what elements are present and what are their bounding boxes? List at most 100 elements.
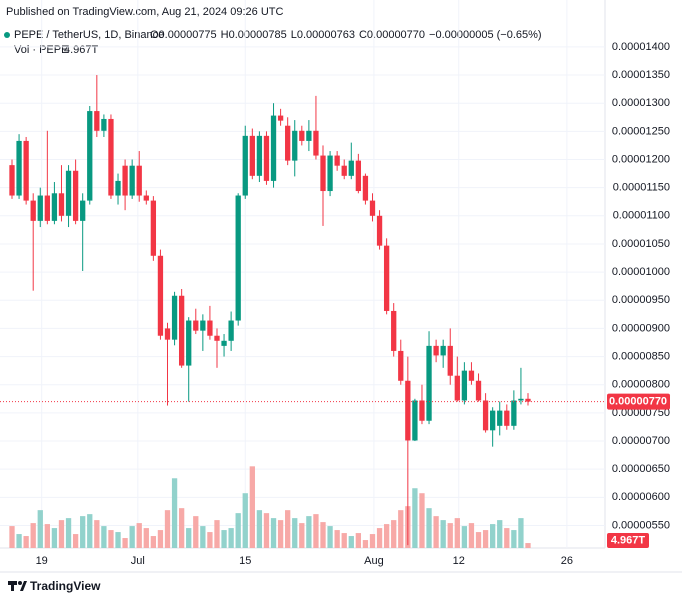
candle-body <box>235 195 241 321</box>
volume-bar <box>256 510 263 548</box>
candle-body <box>263 135 270 181</box>
volume-bar <box>440 520 446 548</box>
x-tick-label: 19 <box>36 555 48 567</box>
volume-bar <box>292 518 298 548</box>
candle-body <box>270 115 277 181</box>
y-tick-label: 0.00000900 <box>612 322 670 334</box>
volume-bar <box>207 532 213 548</box>
volume-bar <box>285 510 291 548</box>
candle-body <box>87 111 93 201</box>
volume-bar <box>136 523 142 548</box>
y-tick-label: 0.00001350 <box>612 69 670 81</box>
volume-bar <box>518 518 524 548</box>
last-price-label: 0.00000770 <box>609 396 667 408</box>
candle-body <box>440 345 446 356</box>
volume-bar <box>115 532 121 548</box>
volume-bar <box>143 528 149 548</box>
volume-bar <box>37 510 43 548</box>
y-tick-label: 0.00001200 <box>612 153 670 165</box>
candle-body <box>94 111 100 131</box>
volume-bar <box>23 536 29 548</box>
candle-body <box>150 200 157 256</box>
volume-bar <box>504 528 510 548</box>
candle-body <box>37 195 43 221</box>
volume-bar <box>341 533 347 548</box>
volume-bar <box>30 523 36 548</box>
candle-body <box>447 345 453 376</box>
volume-bar <box>419 493 425 548</box>
volume-bar <box>193 516 199 548</box>
volume-bar <box>454 518 460 548</box>
published: Published on TradingView.com, Aug 21, 20… <box>6 6 283 18</box>
candle-body <box>320 155 326 192</box>
ohlc-item: O0.00000775 <box>150 29 217 41</box>
candle-body <box>80 200 86 221</box>
candle-body <box>214 335 220 341</box>
volume-bar <box>348 536 354 548</box>
volume-bar <box>221 530 227 548</box>
candle-body <box>362 175 369 201</box>
y-tick-label: 0.00000650 <box>612 463 670 475</box>
ohlc-legend: O0.00000775 H0.00000785 L0.00000763 C0.0000… <box>150 29 542 41</box>
volume-bar <box>299 523 305 548</box>
volume-bar <box>327 526 333 548</box>
candle-body <box>468 370 475 381</box>
candle-body <box>207 320 213 336</box>
candle-body <box>292 130 298 161</box>
x-tick-label: 26 <box>561 555 573 567</box>
symbol: PEPE / TetherUS, 1D, Binance <box>14 29 164 41</box>
volume-bar <box>461 526 468 548</box>
volume-bar <box>277 520 284 548</box>
footer: TradingView <box>30 579 101 593</box>
candle-body <box>504 410 510 426</box>
candle-body <box>412 400 418 441</box>
x-tick-label: 15 <box>239 555 251 567</box>
candle-body <box>58 193 65 216</box>
candle-body <box>9 165 15 196</box>
volume-bar <box>362 540 369 548</box>
candle-body <box>44 195 50 221</box>
volume-bar <box>51 528 58 548</box>
candle-body <box>200 320 206 331</box>
candle-body <box>30 200 36 221</box>
volume-bar <box>376 528 383 548</box>
volume-bar <box>490 524 496 548</box>
candle-body <box>186 320 192 366</box>
candle-body <box>277 115 284 121</box>
candle-body <box>511 400 517 426</box>
volume-tag-label: 4.967T <box>611 534 646 546</box>
y-tick-label: 0.00000600 <box>612 491 670 503</box>
candle-body <box>299 130 305 141</box>
volume-bar <box>150 536 157 548</box>
candle-body <box>171 295 178 340</box>
ohlc-item: L0.00000763 <box>291 29 355 41</box>
candle-body <box>313 130 319 156</box>
volume-bar <box>249 466 255 548</box>
volume-bar <box>398 510 404 548</box>
volume-bar <box>94 520 100 548</box>
volume-bar <box>313 514 319 548</box>
volume-bar <box>468 523 475 548</box>
volume-bar <box>122 538 128 548</box>
candle-body <box>426 345 432 421</box>
volume-bar <box>242 493 248 548</box>
volume-bar <box>101 526 107 548</box>
candle-body <box>461 370 468 401</box>
volume-bar <box>412 488 418 548</box>
candles <box>9 75 531 546</box>
y-tick-label: 0.00001400 <box>612 41 670 53</box>
candle-body <box>115 180 121 196</box>
status-dot <box>4 32 10 38</box>
volume-bar <box>186 528 192 548</box>
volume-bar <box>157 530 164 548</box>
y-tick-label: 0.00000950 <box>612 294 670 306</box>
volume-bar <box>108 530 114 548</box>
candle-body <box>405 380 411 441</box>
candle-body <box>221 340 227 346</box>
y-tick-label: 0.00001000 <box>612 266 670 278</box>
grid <box>0 0 605 548</box>
candle-body <box>497 410 503 426</box>
volume-bar <box>306 516 312 548</box>
